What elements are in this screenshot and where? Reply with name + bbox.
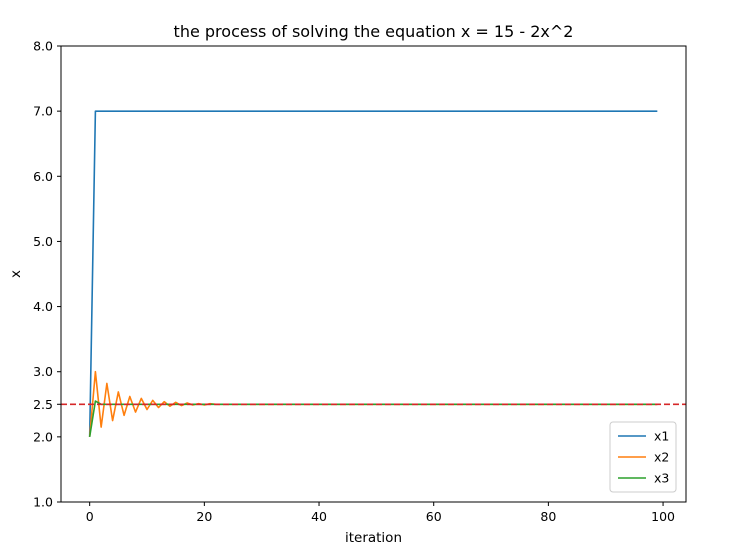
x-tick-label: 40: [311, 509, 327, 524]
x-axis: 0 20 40 60 80 100: [86, 502, 675, 524]
x-tick-label: 100: [651, 509, 675, 524]
y-tick-label: 8.0: [33, 39, 53, 54]
x-tick-label: 60: [426, 509, 442, 524]
y-axis-label: x: [8, 270, 24, 278]
y-tick-label: 7.0: [33, 104, 53, 119]
legend-label-x3: x3: [654, 471, 669, 486]
chart-title: the process of solving the equation x = …: [174, 22, 574, 41]
y-tick-label: 2.0: [33, 429, 53, 444]
x-tick-label: 20: [196, 509, 212, 524]
y-tick-label: 4.0: [33, 299, 53, 314]
y-axis: 1.0 2.0 2.5 3.0 4.0 5.0 6.0 7.0 8.0: [33, 39, 61, 510]
y-tick-label: 3.0: [33, 364, 53, 379]
y-tick-label: 6.0: [33, 169, 53, 184]
legend: x1 x2 x3: [609, 421, 677, 493]
y-tick-label: 2.5: [33, 397, 53, 412]
x-tick-label: 80: [540, 509, 556, 524]
x-tick-label: 0: [86, 509, 94, 524]
plot-frame: [60, 45, 687, 503]
series-line-x3: [88, 400, 658, 437]
x-axis-label: iteration: [345, 530, 402, 546]
y-tick-label: 5.0: [33, 234, 53, 249]
legend-label-x2: x2: [654, 450, 669, 465]
series-line-x1: [88, 110, 658, 437]
legend-label-x1: x1: [654, 429, 669, 444]
y-tick-label: 1.0: [33, 495, 53, 510]
plot-area: [61, 110, 686, 437]
